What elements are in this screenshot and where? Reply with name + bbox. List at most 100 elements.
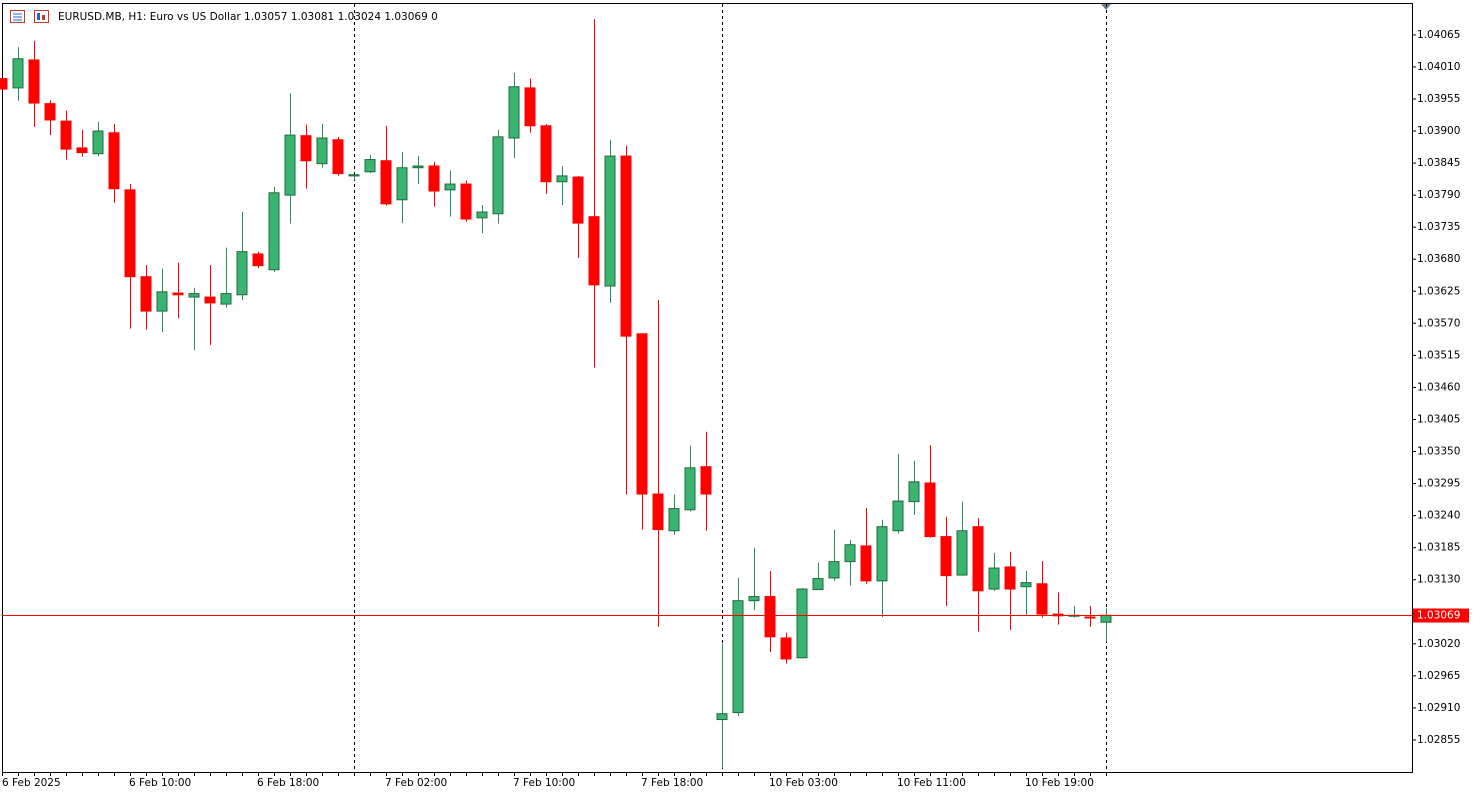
header-icons [10,10,49,23]
candle-body-down [764,596,776,638]
candle-body-up [988,567,1000,590]
icon-bar [42,15,45,20]
icon-bar [37,13,40,20]
y-tick-label: 1.03845 [1417,157,1460,169]
candle-body-up [508,86,520,139]
candle-body-up [1100,614,1112,623]
candle-body-down [652,493,664,531]
candle-body-down [780,637,792,660]
y-tick-label: 1.03130 [1417,574,1460,586]
candle-body-down [252,253,264,267]
candle-body-up [92,130,104,155]
y-tick-label: 1.03790 [1417,189,1460,201]
x-tick-label: 7 Feb 18:00 [641,777,703,789]
candle-body-down [0,78,8,90]
candle-body-up [716,713,728,721]
y-tick-label: 1.03350 [1417,446,1460,458]
y-tick-label: 1.03900 [1417,125,1460,137]
candle-body-up [236,251,248,296]
candle-body-up [668,508,680,532]
candle-body-down [60,120,72,150]
y-tick-label: 1.03515 [1417,349,1460,361]
candle-body-down [172,292,184,296]
candle-body-up [156,291,168,312]
candle-body-up [796,588,808,659]
candle-body-up [556,175,568,183]
candle-body-up [892,500,904,532]
y-tick-label: 1.03570 [1417,317,1460,329]
candle-body-up [284,134,296,196]
candle-body-up [1020,582,1032,588]
chart-title: EURUSD.MB, H1: Euro vs US Dollar 1.03057… [58,11,438,23]
x-tick-label: 7 Feb 02:00 [385,777,447,789]
candle-body-up [908,481,920,503]
candle-body-up [684,467,696,511]
x-tick-label: 10 Feb 19:00 [1025,777,1094,789]
candle-body-up [396,167,408,201]
candle-body-up [412,165,424,169]
candle-body-up [12,58,24,89]
candle-body-up [220,293,232,305]
last-price-label: 1.03069 [1417,610,1460,622]
candle-body-down [700,466,712,495]
y-tick-label: 1.02855 [1417,734,1460,746]
y-tick-label: 1.03240 [1417,510,1460,522]
x-tick-label: 10 Feb 03:00 [769,777,838,789]
candle-body-down [380,160,392,205]
candle-body-up [348,174,360,177]
candle-body-up [844,544,856,563]
last-price-box [1413,608,1469,623]
candle-body-down [460,183,472,220]
candle-body-up [876,526,888,582]
candle-body-down [860,545,872,582]
y-tick-label: 1.02910 [1417,702,1460,714]
plot-frame [2,3,1413,773]
candle-body-up [476,211,488,219]
candle-body-down [28,59,40,104]
candle-body-down [1084,616,1096,619]
candle-body-down [1004,566,1016,590]
x-tick-label: 6 Feb 10:00 [129,777,191,789]
candle-body-up [732,600,744,714]
y-tick-label: 1.03295 [1417,478,1460,490]
candle-body-up [748,596,760,602]
candle-body-down [140,276,152,312]
candle-body-down [428,165,440,192]
x-tick-label: 6 Feb 2025 [2,777,61,789]
candle-body-down [924,482,936,538]
candle-body-down [940,536,952,577]
y-tick-label: 1.03020 [1417,638,1460,650]
candle-body-down [1036,583,1048,615]
x-tick-label: 6 Feb 18:00 [257,777,319,789]
candle-body-up [316,137,328,165]
y-tick-label: 1.03460 [1417,381,1460,393]
candle-body-up [188,293,200,298]
candle-body-up [444,183,456,191]
candle-body-up [268,192,280,271]
candle-body-up [956,530,968,576]
candle-body-up [604,155,616,287]
y-tick-label: 1.04065 [1417,29,1460,41]
candle-body-down [332,139,344,175]
candle-body-up [812,578,824,591]
y-tick-label: 1.03680 [1417,253,1460,265]
y-tick-label: 1.02965 [1417,670,1460,682]
candle-body-down [620,155,632,337]
y-tick-label: 1.03185 [1417,542,1460,554]
candle-body-down [588,216,600,286]
y-tick-label: 1.04010 [1417,61,1460,73]
candle-body-down [972,526,984,592]
y-tick-label: 1.03625 [1417,285,1460,297]
candle-body-down [524,87,536,127]
candle-body-up [828,561,840,579]
candle-body-up [364,159,376,173]
icon-chart[interactable] [34,10,49,23]
candle-body-down [44,103,56,121]
candle-body-down [108,132,120,190]
x-tick-label: 10 Feb 11:00 [897,777,966,789]
candle-body-down [300,135,312,162]
candle-body-down [124,189,136,278]
candle-body-down [540,125,552,183]
